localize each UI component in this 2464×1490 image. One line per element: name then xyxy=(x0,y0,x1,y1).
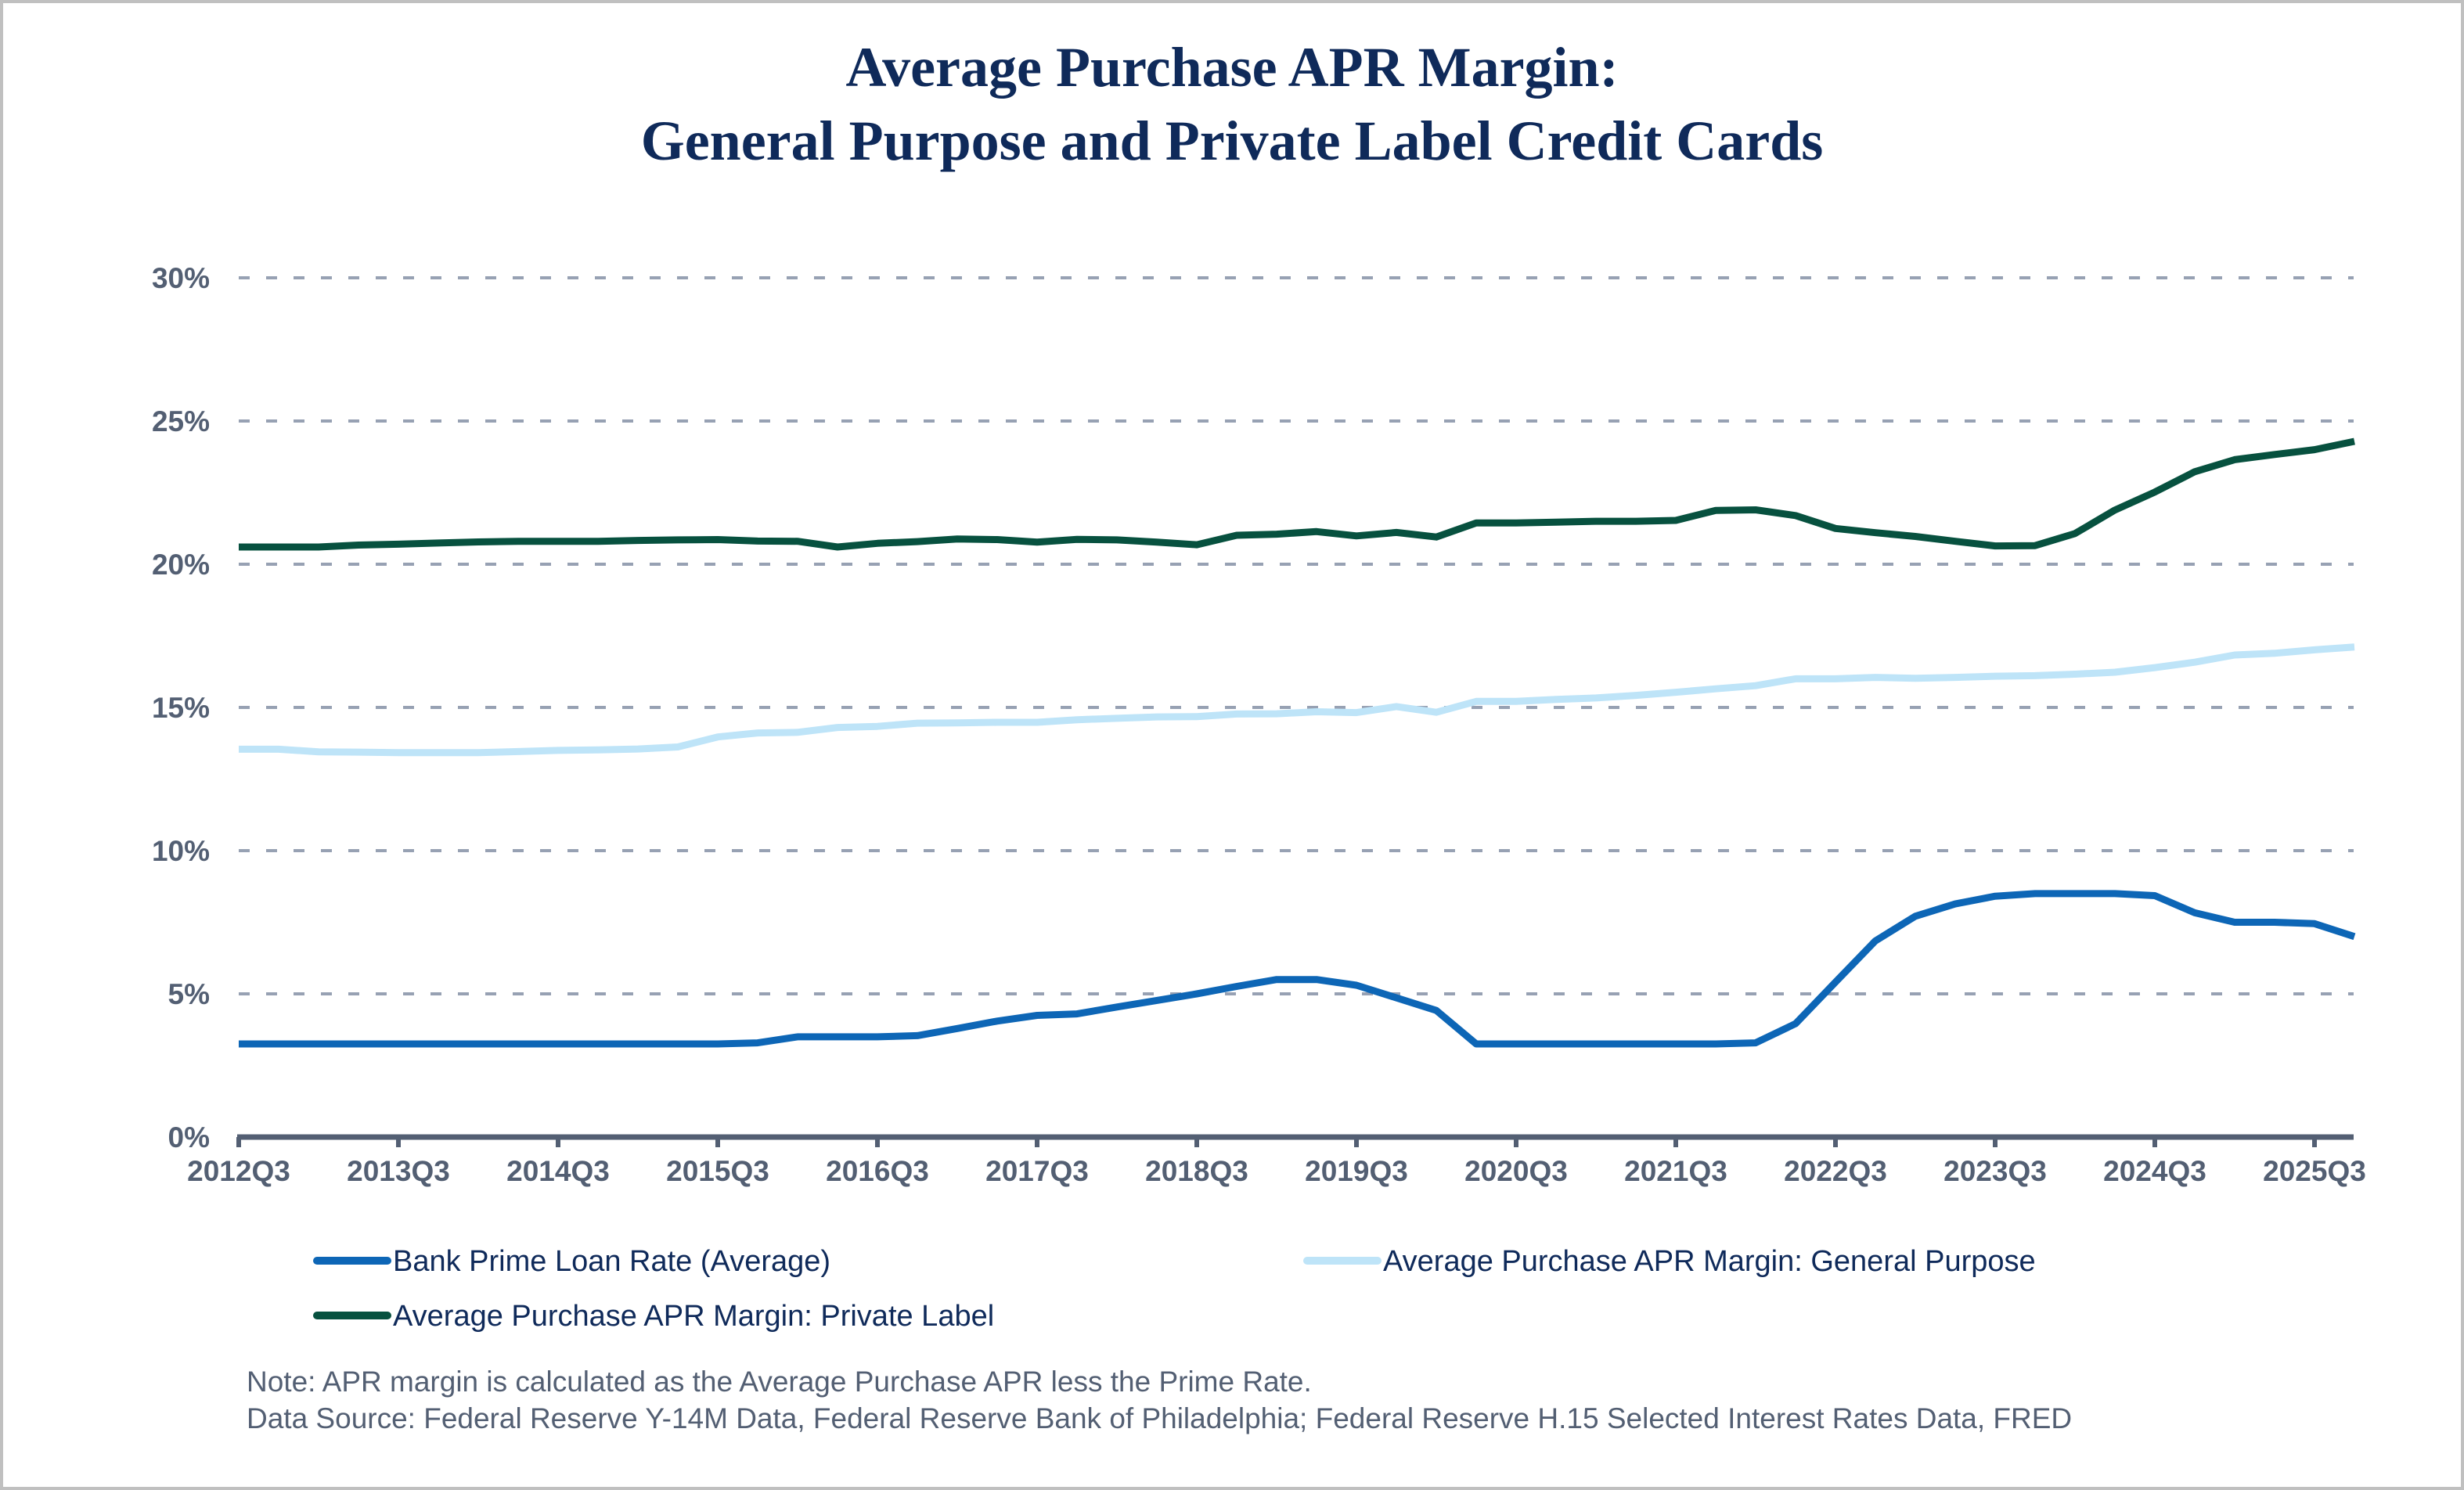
legend-label: Bank Prime Loan Rate (Average) xyxy=(393,1245,830,1278)
x-tick-label: 2020Q3 xyxy=(1464,1155,1568,1187)
x-axis xyxy=(236,1134,2354,1147)
x-tick-label: 2012Q3 xyxy=(187,1155,290,1187)
x-tick-label: 2019Q3 xyxy=(1305,1155,1408,1187)
y-tick-label: 15% xyxy=(152,692,210,724)
x-tick-label: 2021Q3 xyxy=(1624,1155,1727,1187)
series-lines xyxy=(239,437,2356,1048)
y-tick-label: 10% xyxy=(152,835,210,867)
x-tick-label: 2018Q3 xyxy=(1145,1155,1248,1187)
footnote: Note: APR margin is calculated as the Av… xyxy=(247,1366,1312,1398)
y-axis-labels: 0% 5% 10% 15% 20% 25% 30% xyxy=(152,262,210,1153)
series-line-average-purchase-apr-margin-general-purpose xyxy=(239,643,2355,757)
x-tick-label: 2013Q3 xyxy=(347,1155,450,1187)
x-tick-label: 2017Q3 xyxy=(985,1155,1089,1187)
chart-subtitle: General Purpose and Private Label Credit… xyxy=(640,110,1824,172)
x-tick-label: 2025Q3 xyxy=(2263,1155,2366,1187)
gridlines xyxy=(239,276,2354,995)
legend: Bank Prime Loan Rate (Average) Average Pu… xyxy=(313,1245,2036,1333)
legend-label: Average Purchase APR Margin: Private Lab… xyxy=(393,1300,994,1333)
series-line-bank-prime-loan-rate-average xyxy=(239,890,2356,1048)
x-axis-labels: 2012Q3 2013Q3 2014Q3 2015Q3 2016Q3 2017Q3 2018… xyxy=(187,1155,2366,1187)
x-tick-label: 2016Q3 xyxy=(826,1155,929,1187)
y-tick-label: 5% xyxy=(168,978,210,1010)
legend-label: Average Purchase APR Margin: General Pur… xyxy=(1383,1245,2036,1278)
x-tick-label: 2022Q3 xyxy=(1784,1155,1887,1187)
x-tick-label: 2024Q3 xyxy=(2103,1155,2206,1187)
series-line-average-purchase-apr-margin-private-label xyxy=(239,437,2355,551)
data-source: Data Source: Federal Reserve Y-14M Data,… xyxy=(247,1402,2073,1434)
y-tick-label: 0% xyxy=(168,1121,210,1153)
x-tick-label: 2015Q3 xyxy=(666,1155,769,1187)
chart-title: Average Purchase APR Margin: xyxy=(845,36,1619,99)
y-tick-label: 25% xyxy=(152,405,210,437)
y-tick-label: 30% xyxy=(152,262,210,294)
x-tick-label: 2014Q3 xyxy=(506,1155,610,1187)
y-tick-label: 20% xyxy=(152,549,210,581)
x-tick-label: 2023Q3 xyxy=(1943,1155,2047,1187)
